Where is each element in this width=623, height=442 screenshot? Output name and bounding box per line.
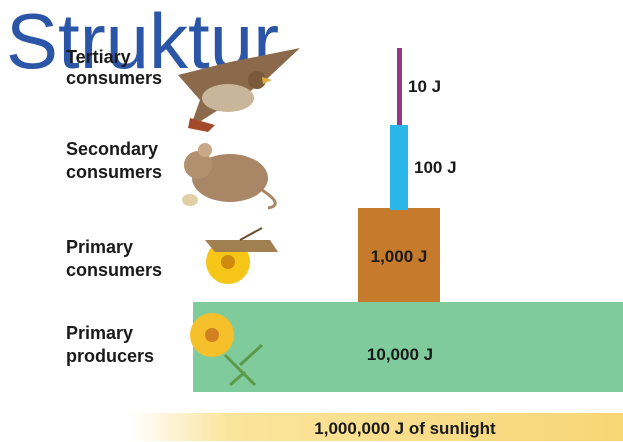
energy-label: 10,000 J	[367, 345, 433, 364]
level-label: producers	[66, 346, 154, 366]
level-label: Primary	[66, 237, 133, 257]
level-label: consumers	[66, 162, 162, 182]
energy-label: 100 J	[414, 158, 457, 177]
energy-label: 10 J	[408, 77, 441, 96]
energy-label: 1,000 J	[371, 247, 428, 266]
level-label: Primary	[66, 323, 133, 343]
grasshopper-flower-illustration	[205, 228, 278, 284]
energy-pyramid: Struktur Tertiary consumers Secondary co…	[0, 0, 623, 442]
mouse-illustration	[182, 143, 275, 208]
level-label: consumers	[66, 260, 162, 280]
level-label: Tertiary	[66, 47, 131, 67]
level-label: Secondary	[66, 139, 158, 159]
secondary-consumers-bar	[390, 125, 408, 210]
tertiary-consumers-bar	[397, 48, 402, 125]
sunlight-label: 1,000,000 J of sunlight	[314, 419, 496, 438]
level-label: consumers	[66, 68, 162, 88]
